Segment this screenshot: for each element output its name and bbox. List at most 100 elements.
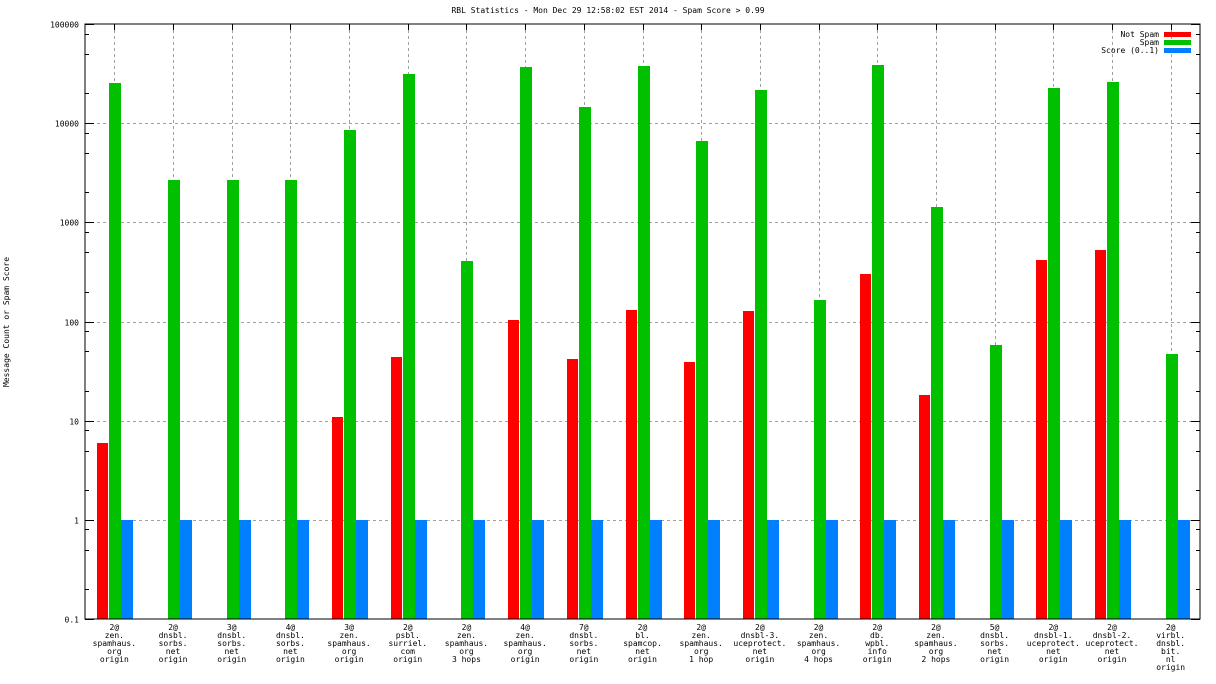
bar-spam — [461, 261, 473, 619]
x-tick-label-line: nl — [1166, 655, 1176, 664]
x-tick-label-line: dnsbl-1. — [1034, 631, 1073, 640]
x-tick-label-line: origin — [1156, 663, 1185, 672]
chart-title: RBL Statistics - Mon Dec 29 12:58:02 EST… — [451, 6, 764, 15]
x-tick-label-line: bit. — [1161, 647, 1180, 656]
bar-spam — [814, 300, 826, 619]
bar-score-0-1 — [1178, 520, 1190, 619]
x-tick-label-line: org — [518, 647, 533, 656]
legend-label: Spam — [1140, 38, 1159, 47]
x-tick-label-line: zen. — [105, 631, 124, 640]
x-tick-label-line: 5@ — [990, 623, 1000, 632]
x-tick-label-line: 2@ — [755, 623, 765, 632]
y-tick-label: 10 — [69, 418, 79, 427]
bar-not-spam — [391, 357, 402, 619]
bar-not-spam — [743, 311, 754, 619]
bar-spam — [696, 141, 708, 619]
legend-label: Score (0..1) — [1101, 46, 1159, 55]
bar-score-0-1 — [884, 520, 896, 619]
x-tick-label-line: zen. — [515, 631, 534, 640]
x-tick-label-line: 2@ — [403, 623, 413, 632]
x-tick-label-line: org — [694, 647, 709, 656]
x-tick-label-line: zen. — [339, 631, 358, 640]
x-tick-label-line: 2@ — [872, 623, 882, 632]
x-tick-label-line: 3 hops — [452, 655, 481, 664]
bar-score-0-1 — [650, 520, 662, 619]
bar-score-0-1 — [1002, 520, 1014, 619]
x-tick-label-line: net — [577, 647, 592, 656]
bar-spam — [579, 107, 591, 619]
x-tick-label-line: wpbl. — [865, 639, 889, 648]
bar-not-spam — [97, 443, 108, 619]
bar-score-0-1 — [591, 520, 603, 619]
bar-spam — [872, 65, 884, 619]
x-tick-label-line: org — [929, 647, 944, 656]
x-tick-label-line: uceprotect. — [1085, 639, 1138, 648]
x-tick-label-line: 2@ — [110, 623, 120, 632]
bar-spam — [344, 130, 356, 619]
x-tick-label-line: sorbs. — [217, 639, 246, 648]
x-tick-label-line: zen. — [809, 631, 828, 640]
x-tick-label-line: spamhaus. — [914, 639, 957, 648]
x-tick-label-line: origin — [217, 655, 246, 664]
x-tick-label-line: surriel. — [388, 639, 427, 648]
x-tick-label-line: uceprotect. — [1027, 639, 1080, 648]
x-tick-label-line: origin — [1039, 655, 1068, 664]
x-tick-label-line: 3@ — [227, 623, 237, 632]
x-tick-label-line: origin — [335, 655, 364, 664]
y-tick-label: 100 — [65, 319, 80, 328]
x-tick-label-line: zen. — [926, 631, 945, 640]
x-tick-label-line: net — [753, 647, 768, 656]
x-tick-label-line: 2@ — [1048, 623, 1058, 632]
x-tick-label-line: dnsbl. — [217, 631, 246, 640]
x-tick-label-line: org — [342, 647, 357, 656]
x-tick-label-line: 3@ — [344, 623, 354, 632]
bar-not-spam — [684, 362, 695, 619]
x-tick-label-line: zen. — [457, 631, 476, 640]
bar-spam — [227, 180, 239, 619]
bar-spam — [1166, 354, 1178, 619]
x-tick-label-line: origin — [393, 655, 422, 664]
x-tick-label-line: 2@ — [168, 623, 178, 632]
x-tick-label-line: spamcop. — [623, 639, 662, 648]
bar-score-0-1 — [415, 520, 427, 619]
legend-swatch — [1164, 32, 1191, 37]
x-tick-label-line: origin — [863, 655, 892, 664]
x-tick-label-line: origin — [511, 655, 540, 664]
x-tick-label-line: origin — [628, 655, 657, 664]
legend-label: Not Spam — [1120, 30, 1159, 39]
x-tick-label-line: sorbs. — [276, 639, 305, 648]
x-tick-label-line: 2@ — [931, 623, 941, 632]
y-tick-label: 1 — [74, 517, 79, 526]
bar-not-spam — [567, 359, 578, 619]
y-tick-labels: 0.1 1 10 100 1000 10000 100000 — [50, 21, 79, 625]
x-tick-label-line: 2@ — [1107, 623, 1117, 632]
x-tick-label-line: net — [224, 647, 239, 656]
bar-spam — [638, 66, 650, 619]
plot-frame — [84, 23, 1201, 620]
bar-score-0-1 — [1119, 520, 1131, 619]
x-tick-label-line: net — [1105, 647, 1120, 656]
x-tick-label-line: spamhaus. — [680, 639, 723, 648]
x-tick-label-line: org — [107, 647, 122, 656]
x-tick-label-line: net — [166, 647, 181, 656]
x-tick-label-line: spamhaus. — [503, 639, 546, 648]
x-tick-label-line: 2@ — [462, 623, 472, 632]
y-tick-label: 100000 — [50, 21, 79, 30]
x-tick-label-line: net — [635, 647, 650, 656]
bar-spam — [168, 180, 180, 619]
bar-spam — [520, 67, 532, 619]
x-tick-label-line: 1 hop — [689, 655, 713, 664]
x-tick-label-line: 4@ — [286, 623, 296, 632]
x-tick-label-line: net — [1046, 647, 1061, 656]
